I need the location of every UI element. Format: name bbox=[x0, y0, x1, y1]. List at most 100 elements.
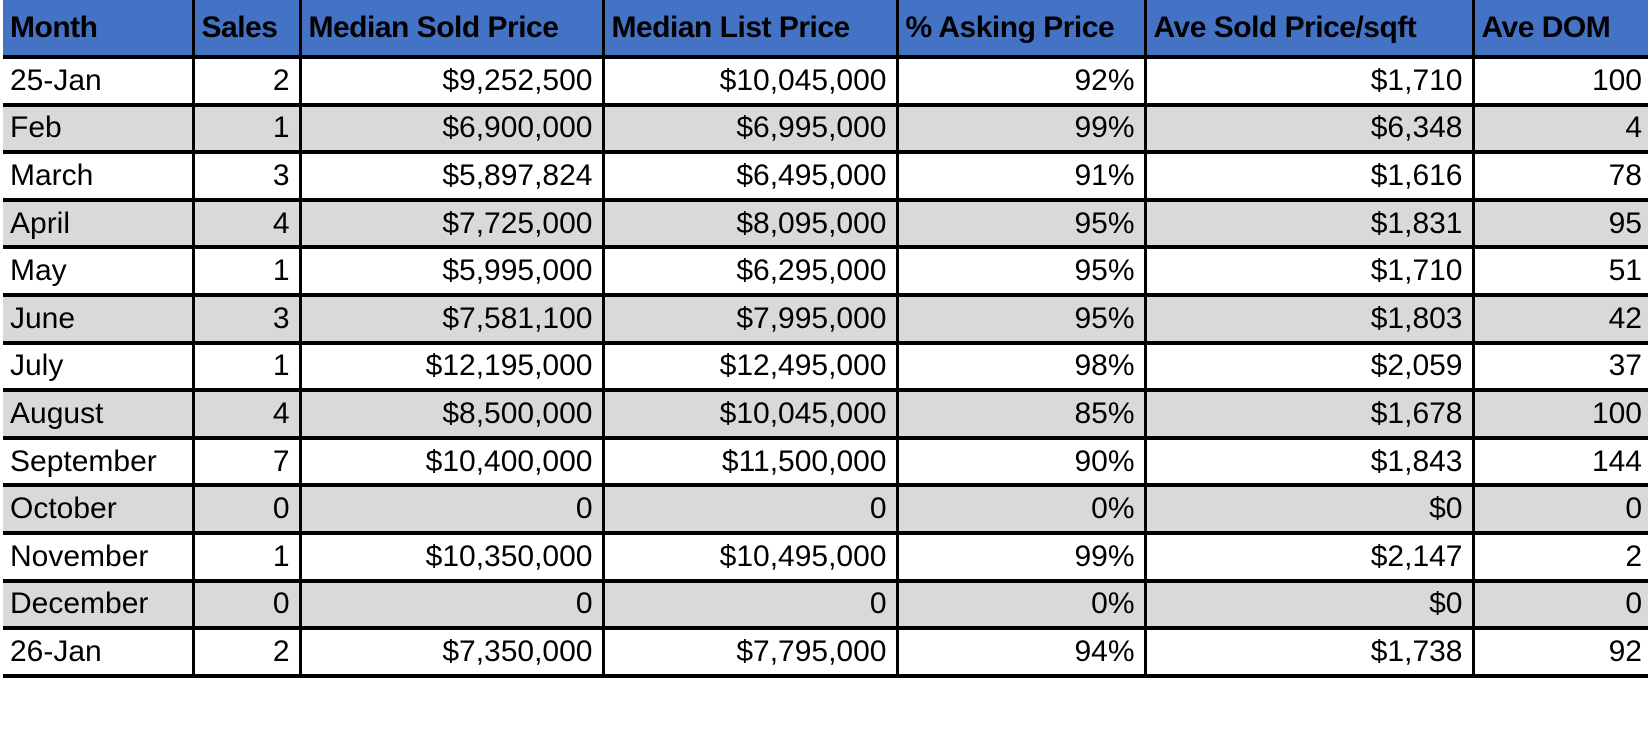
cell-median-list-price-may[interactable]: $6,295,000 bbox=[601, 247, 897, 297]
cell-median-sold-price-march[interactable]: $5,897,824 bbox=[298, 152, 603, 202]
cell-ave-sold-price-sqft-july[interactable]: $2,059 bbox=[1143, 342, 1473, 393]
cell-sales-july[interactable]: 1 bbox=[191, 342, 300, 393]
cell-month-august[interactable]: August bbox=[3, 390, 193, 440]
cell-median-sold-price-may[interactable]: $5,995,000 bbox=[298, 247, 603, 297]
cell-median-sold-price-september[interactable]: $10,400,000 bbox=[298, 437, 603, 488]
cell-median-sold-price-feb[interactable]: $6,900,000 bbox=[298, 104, 603, 155]
cell-ave-sold-price-sqft-26-jan[interactable]: $1,738 bbox=[1143, 628, 1473, 678]
cell-ave-dom-june[interactable]: 42 bbox=[1471, 294, 1648, 345]
cell-ave-sold-price-sqft-march[interactable]: $1,616 bbox=[1143, 152, 1473, 202]
cell-sales-25-jan[interactable]: 2 bbox=[191, 57, 300, 107]
cell-ave-sold-price-sqft-november[interactable]: $2,147 bbox=[1143, 532, 1473, 583]
cell-sales-october[interactable]: 0 bbox=[191, 485, 300, 535]
cell-month-september[interactable]: September bbox=[3, 437, 193, 488]
cell-ave-sold-price-sqft-august[interactable]: $1,678 bbox=[1143, 390, 1473, 440]
cell-ave-sold-price-sqft-june[interactable]: $1,803 bbox=[1143, 294, 1473, 345]
cell-median-sold-price-june[interactable]: $7,581,100 bbox=[298, 294, 603, 345]
cell-sales-june[interactable]: 3 bbox=[191, 294, 300, 345]
cell-ave-dom-september[interactable]: 144 bbox=[1471, 437, 1648, 488]
cell-asking-price-feb[interactable]: 99% bbox=[895, 104, 1145, 155]
cell-month-26-jan[interactable]: 26-Jan bbox=[3, 628, 193, 678]
cell-median-list-price-october[interactable]: 0 bbox=[601, 485, 897, 535]
cell-ave-dom-26-jan[interactable]: 92 bbox=[1471, 628, 1648, 678]
cell-median-list-price-july[interactable]: $12,495,000 bbox=[601, 342, 897, 393]
cell-month-april[interactable]: April bbox=[3, 199, 193, 250]
header-cell-median-list-price[interactable]: Median List Price bbox=[601, 0, 897, 59]
cell-ave-sold-price-sqft-october[interactable]: $0 bbox=[1143, 485, 1473, 535]
cell-month-october[interactable]: October bbox=[3, 485, 193, 535]
cell-median-sold-price-26-jan[interactable]: $7,350,000 bbox=[298, 628, 603, 678]
cell-asking-price-26-jan[interactable]: 94% bbox=[895, 628, 1145, 678]
cell-ave-dom-july[interactable]: 37 bbox=[1471, 342, 1648, 393]
cell-asking-price-april[interactable]: 95% bbox=[895, 199, 1145, 250]
cell-sales-december[interactable]: 0 bbox=[191, 580, 300, 631]
cell-median-sold-price-december[interactable]: 0 bbox=[298, 580, 603, 631]
cell-median-list-price-december[interactable]: 0 bbox=[601, 580, 897, 631]
cell-asking-price-november[interactable]: 99% bbox=[895, 532, 1145, 583]
cell-median-list-price-march[interactable]: $6,495,000 bbox=[601, 152, 897, 202]
cell-sales-september[interactable]: 7 bbox=[191, 437, 300, 488]
sales-summary-table: Month Sales Median Sold Price Median List P… bbox=[3, 0, 1648, 678]
cell-sales-may[interactable]: 1 bbox=[191, 247, 300, 297]
cell-asking-price-september[interactable]: 90% bbox=[895, 437, 1145, 488]
cell-asking-price-march[interactable]: 91% bbox=[895, 152, 1145, 202]
cell-asking-price-may[interactable]: 95% bbox=[895, 247, 1145, 297]
cell-median-sold-price-25-jan[interactable]: $9,252,500 bbox=[298, 57, 603, 107]
cell-sales-feb[interactable]: 1 bbox=[191, 104, 300, 155]
header-cell-ave-sold-price-sqft[interactable]: Ave Sold Price/sqft bbox=[1143, 0, 1473, 59]
cell-month-june[interactable]: June bbox=[3, 294, 193, 345]
cell-median-sold-price-november[interactable]: $10,350,000 bbox=[298, 532, 603, 583]
cell-median-list-price-june[interactable]: $7,995,000 bbox=[601, 294, 897, 345]
cell-ave-dom-april[interactable]: 95 bbox=[1471, 199, 1648, 250]
cell-asking-price-july[interactable]: 98% bbox=[895, 342, 1145, 393]
cell-ave-sold-price-sqft-feb[interactable]: $6,348 bbox=[1143, 104, 1473, 155]
cell-median-sold-price-october[interactable]: 0 bbox=[298, 485, 603, 535]
header-cell-ave-dom[interactable]: Ave DOM bbox=[1471, 0, 1648, 59]
cell-median-sold-price-april[interactable]: $7,725,000 bbox=[298, 199, 603, 250]
cell-median-list-price-september[interactable]: $11,500,000 bbox=[601, 437, 897, 488]
cell-sales-november[interactable]: 1 bbox=[191, 532, 300, 583]
cell-asking-price-december[interactable]: 0% bbox=[895, 580, 1145, 631]
cell-ave-dom-may[interactable]: 51 bbox=[1471, 247, 1648, 297]
cell-ave-sold-price-sqft-december[interactable]: $0 bbox=[1143, 580, 1473, 631]
cell-month-march[interactable]: March bbox=[3, 152, 193, 202]
cell-ave-dom-feb[interactable]: 4 bbox=[1471, 104, 1648, 155]
cell-ave-sold-price-sqft-may[interactable]: $1,710 bbox=[1143, 247, 1473, 297]
cell-median-list-price-25-jan[interactable]: $10,045,000 bbox=[601, 57, 897, 107]
cell-month-may[interactable]: May bbox=[3, 247, 193, 297]
cell-ave-dom-november[interactable]: 2 bbox=[1471, 532, 1648, 583]
cell-month-july[interactable]: July bbox=[3, 342, 193, 393]
cell-sales-august[interactable]: 4 bbox=[191, 390, 300, 440]
cell-ave-sold-price-sqft-april[interactable]: $1,831 bbox=[1143, 199, 1473, 250]
cell-median-sold-price-july[interactable]: $12,195,000 bbox=[298, 342, 603, 393]
cell-sales-march[interactable]: 3 bbox=[191, 152, 300, 202]
table-row-december: December 0 0 0 0% $0 0 bbox=[3, 580, 1648, 631]
cell-asking-price-25-jan[interactable]: 92% bbox=[895, 57, 1145, 107]
cell-ave-sold-price-sqft-september[interactable]: $1,843 bbox=[1143, 437, 1473, 488]
cell-month-feb[interactable]: Feb bbox=[3, 104, 193, 155]
cell-median-list-price-feb[interactable]: $6,995,000 bbox=[601, 104, 897, 155]
cell-median-sold-price-august[interactable]: $8,500,000 bbox=[298, 390, 603, 440]
cell-asking-price-june[interactable]: 95% bbox=[895, 294, 1145, 345]
cell-median-list-price-26-jan[interactable]: $7,795,000 bbox=[601, 628, 897, 678]
header-cell-asking-price[interactable]: % Asking Price bbox=[895, 0, 1145, 59]
cell-median-list-price-november[interactable]: $10,495,000 bbox=[601, 532, 897, 583]
cell-month-november[interactable]: November bbox=[3, 532, 193, 583]
cell-ave-sold-price-sqft-25-jan[interactable]: $1,710 bbox=[1143, 57, 1473, 107]
cell-sales-26-jan[interactable]: 2 bbox=[191, 628, 300, 678]
cell-ave-dom-march[interactable]: 78 bbox=[1471, 152, 1648, 202]
cell-month-25-jan[interactable]: 25-Jan bbox=[3, 57, 193, 107]
cell-asking-price-october[interactable]: 0% bbox=[895, 485, 1145, 535]
cell-asking-price-august[interactable]: 85% bbox=[895, 390, 1145, 440]
cell-ave-dom-december[interactable]: 0 bbox=[1471, 580, 1648, 631]
header-cell-sales[interactable]: Sales bbox=[191, 0, 300, 59]
cell-month-december[interactable]: December bbox=[3, 580, 193, 631]
cell-ave-dom-august[interactable]: 100 bbox=[1471, 390, 1648, 440]
header-cell-median-sold-price[interactable]: Median Sold Price bbox=[298, 0, 603, 59]
cell-ave-dom-25-jan[interactable]: 100 bbox=[1471, 57, 1648, 107]
cell-sales-april[interactable]: 4 bbox=[191, 199, 300, 250]
cell-median-list-price-april[interactable]: $8,095,000 bbox=[601, 199, 897, 250]
cell-ave-dom-october[interactable]: 0 bbox=[1471, 485, 1648, 535]
cell-median-list-price-august[interactable]: $10,045,000 bbox=[601, 390, 897, 440]
header-cell-month[interactable]: Month bbox=[3, 0, 193, 59]
